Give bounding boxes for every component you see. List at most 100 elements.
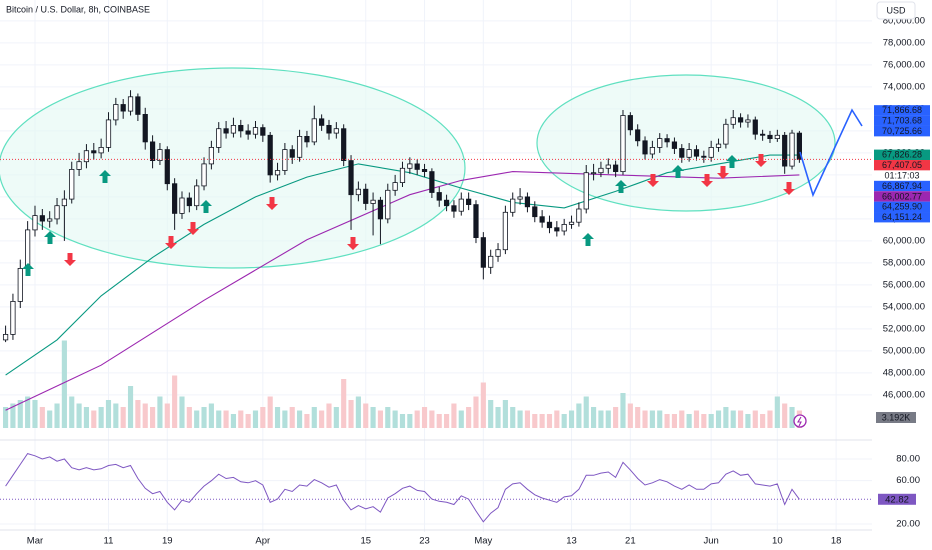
volume-bar	[627, 403, 633, 428]
sell-arrow	[717, 166, 729, 179]
candle-body	[326, 125, 332, 134]
volume-bar	[671, 414, 678, 428]
candle-body	[164, 149, 170, 185]
sell-arrow	[347, 237, 359, 250]
volume-bar	[738, 410, 744, 428]
candle-body	[414, 163, 420, 170]
volume-bars	[3, 340, 802, 428]
candle-body	[296, 135, 303, 158]
volume-bar	[767, 410, 773, 428]
volume-bar	[554, 410, 560, 428]
volume-bar	[414, 410, 420, 428]
candle-body	[671, 141, 678, 149]
candle-body	[737, 117, 744, 123]
volume-bar	[495, 407, 501, 428]
x-tick-label: 19	[162, 536, 173, 547]
candle-body	[686, 149, 692, 158]
candle-body	[25, 229, 31, 269]
volume-bar	[238, 410, 244, 428]
candle-body	[583, 172, 589, 210]
candle-body	[657, 138, 663, 148]
sell-arrow	[165, 236, 177, 249]
candle-body	[598, 167, 604, 174]
volume-label-box	[876, 412, 916, 423]
volume-bar	[341, 379, 347, 428]
volume-bar	[39, 407, 45, 428]
candle-body	[561, 223, 567, 232]
price-label: 67,407.05	[882, 160, 922, 170]
alert-icon[interactable]	[793, 414, 807, 428]
volume-bar	[510, 407, 516, 428]
volume-bar	[693, 410, 700, 428]
volume-bar	[61, 340, 67, 428]
axes: 46,000.00 48,000.00 50,000.00 52,000.00 54,0…	[27, 15, 930, 547]
volume-bar	[392, 410, 398, 428]
currency-button[interactable]	[876, 1, 916, 20]
y-tick-label: 48,000.00	[883, 367, 925, 378]
volume-bar	[157, 396, 163, 428]
volume-bar	[385, 407, 391, 428]
candle-body	[113, 104, 119, 121]
candle-body	[510, 198, 516, 213]
price-label-box	[874, 125, 930, 137]
x-tick-label: May	[474, 536, 492, 547]
volume-bar	[172, 375, 178, 428]
signal-arrows	[22, 154, 795, 276]
volume-bar	[17, 400, 23, 428]
candle-body	[392, 182, 398, 191]
volume-bar	[568, 410, 575, 428]
candle-body	[782, 134, 788, 167]
candle-body	[238, 125, 244, 132]
volume-bar	[10, 403, 16, 428]
candle-body	[649, 146, 655, 155]
volume-bar	[142, 403, 148, 428]
y-tick-label: 46,000.00	[883, 389, 925, 400]
buy-arrow	[615, 180, 627, 193]
candle-body	[208, 146, 214, 165]
buy-arrow	[582, 233, 594, 246]
volume-bar	[774, 396, 780, 428]
volume-bar	[620, 393, 626, 428]
y-tick-label: 60,000.00	[883, 235, 925, 246]
volume-bar	[348, 400, 354, 428]
y-tick-label: 56,000.00	[883, 279, 925, 290]
volume-bar	[708, 414, 714, 428]
volume-bar	[752, 410, 758, 428]
price-plot	[0, 90, 872, 411]
volume-bar	[25, 396, 31, 428]
candle-body	[752, 119, 758, 135]
candle-body	[517, 196, 523, 200]
candle-body	[635, 129, 641, 142]
volume-bar	[532, 414, 538, 428]
candle-body	[701, 155, 707, 158]
candle-body	[194, 185, 200, 207]
candle-body	[260, 127, 266, 136]
candle-body	[532, 206, 538, 218]
volume-bar	[701, 414, 707, 428]
candle-body	[774, 134, 780, 140]
volume-bar	[429, 410, 435, 428]
candle-body	[436, 192, 442, 201]
sell-arrow	[187, 222, 199, 235]
candle-body	[2, 333, 9, 341]
price-label-box	[874, 115, 930, 126]
volume-bar	[282, 410, 288, 428]
sell-arrow	[64, 253, 76, 266]
price-label-box	[874, 105, 930, 116]
candle-body	[69, 168, 75, 200]
candle-body	[385, 189, 391, 220]
x-tick-label: 11	[104, 536, 114, 547]
candle-body	[274, 170, 281, 176]
candle-body	[451, 205, 457, 212]
y-tick-label: 76,000.00	[883, 59, 925, 70]
candle-body	[91, 150, 97, 154]
price-label-box	[874, 201, 930, 213]
price-label: 66,002.77	[882, 191, 922, 201]
candle-body	[341, 128, 347, 161]
volume-bar	[230, 414, 237, 428]
moving-average-line	[5, 171, 800, 411]
volume-bar	[436, 414, 442, 428]
buy-arrow	[99, 170, 111, 183]
currency-label: USD	[886, 5, 906, 15]
volume-bar	[444, 414, 450, 428]
